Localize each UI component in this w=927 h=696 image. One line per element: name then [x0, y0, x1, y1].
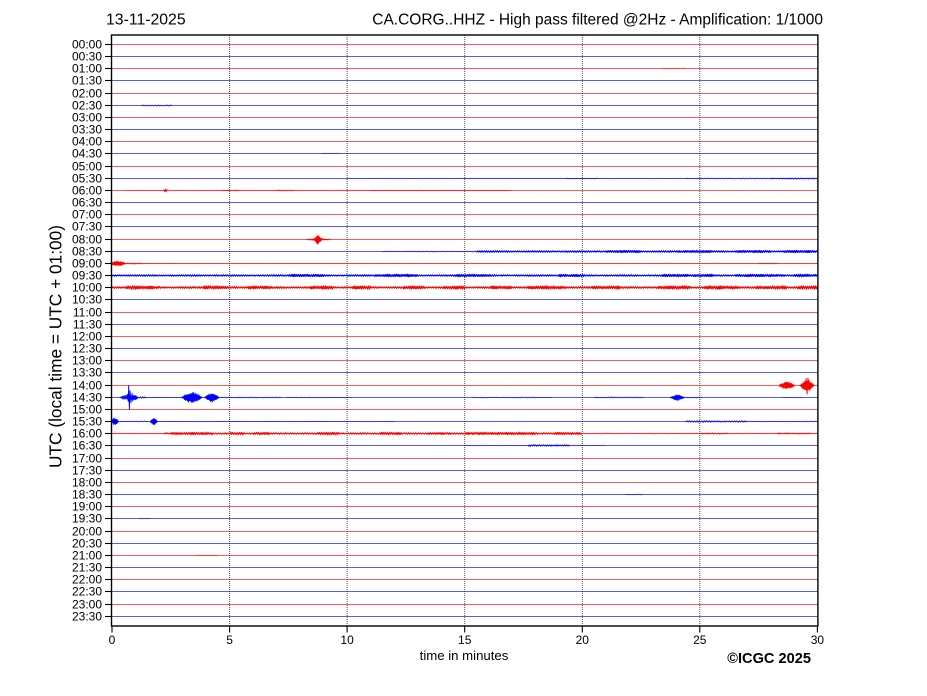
svg-text:15:00: 15:00 [72, 403, 102, 417]
svg-text:12:30: 12:30 [72, 342, 102, 356]
svg-text:22:30: 22:30 [72, 585, 102, 599]
svg-text:23:00: 23:00 [72, 598, 102, 612]
svg-text:08:30: 08:30 [72, 245, 102, 259]
svg-text:14:00: 14:00 [72, 379, 102, 393]
svg-text:07:00: 07:00 [72, 208, 102, 222]
svg-text:15:30: 15:30 [72, 415, 102, 429]
svg-text:09:30: 09:30 [72, 269, 102, 283]
svg-text:time in minutes: time in minutes [420, 648, 509, 663]
svg-text:06:00: 06:00 [72, 184, 102, 198]
svg-text:00:00: 00:00 [72, 38, 102, 52]
svg-text:5: 5 [226, 633, 233, 647]
svg-text:18:00: 18:00 [72, 476, 102, 490]
svg-text:25: 25 [693, 633, 707, 647]
svg-text:06:30: 06:30 [72, 196, 102, 210]
svg-text:30: 30 [811, 633, 825, 647]
svg-text:13-11-2025: 13-11-2025 [106, 12, 186, 29]
svg-text:10: 10 [340, 633, 354, 647]
svg-text:15: 15 [458, 633, 472, 647]
svg-text:03:00: 03:00 [72, 111, 102, 125]
svg-text:23:30: 23:30 [72, 610, 102, 624]
svg-text:16:30: 16:30 [72, 439, 102, 453]
svg-text:UTC (local time = UTC + 01:00): UTC (local time = UTC + 01:00) [46, 225, 66, 468]
svg-text:16:00: 16:00 [72, 427, 102, 441]
svg-text:04:00: 04:00 [72, 135, 102, 149]
svg-text:04:30: 04:30 [72, 147, 102, 161]
svg-text:18:30: 18:30 [72, 488, 102, 502]
svg-text:13:00: 13:00 [72, 354, 102, 368]
svg-text:21:00: 21:00 [72, 549, 102, 563]
svg-text:©ICGC 2025: ©ICGC 2025 [727, 651, 811, 667]
svg-text:07:30: 07:30 [72, 220, 102, 234]
svg-text:10:30: 10:30 [72, 293, 102, 307]
svg-text:14:30: 14:30 [72, 391, 102, 405]
svg-text:09:00: 09:00 [72, 257, 102, 271]
svg-text:20: 20 [576, 633, 590, 647]
svg-text:19:30: 19:30 [72, 512, 102, 526]
svg-text:22:00: 22:00 [72, 573, 102, 587]
svg-text:01:00: 01:00 [72, 62, 102, 76]
svg-text:12:00: 12:00 [72, 330, 102, 344]
svg-text:11:00: 11:00 [73, 306, 102, 320]
svg-text:03:30: 03:30 [72, 123, 102, 137]
svg-text:20:00: 20:00 [72, 525, 102, 539]
svg-text:17:30: 17:30 [72, 464, 102, 478]
svg-text:17:00: 17:00 [72, 452, 102, 466]
svg-text:08:00: 08:00 [72, 233, 102, 247]
svg-text:02:30: 02:30 [72, 99, 102, 113]
svg-text:02:00: 02:00 [72, 87, 102, 101]
svg-text:21:30: 21:30 [72, 561, 102, 575]
svg-text:20:30: 20:30 [72, 537, 102, 551]
svg-text:00:30: 00:30 [72, 50, 102, 64]
svg-text:05:00: 05:00 [72, 160, 102, 174]
svg-text:01:30: 01:30 [72, 74, 102, 88]
svg-text:CA.CORG..HHZ - High pass filte: CA.CORG..HHZ - High pass filtered @2Hz -… [372, 12, 823, 29]
svg-text:13:30: 13:30 [72, 366, 102, 380]
svg-text:0: 0 [109, 633, 116, 647]
svg-text:19:00: 19:00 [72, 500, 102, 514]
svg-text:10:00: 10:00 [72, 281, 102, 295]
svg-text:05:30: 05:30 [72, 172, 102, 186]
svg-text:11:30: 11:30 [73, 318, 102, 332]
